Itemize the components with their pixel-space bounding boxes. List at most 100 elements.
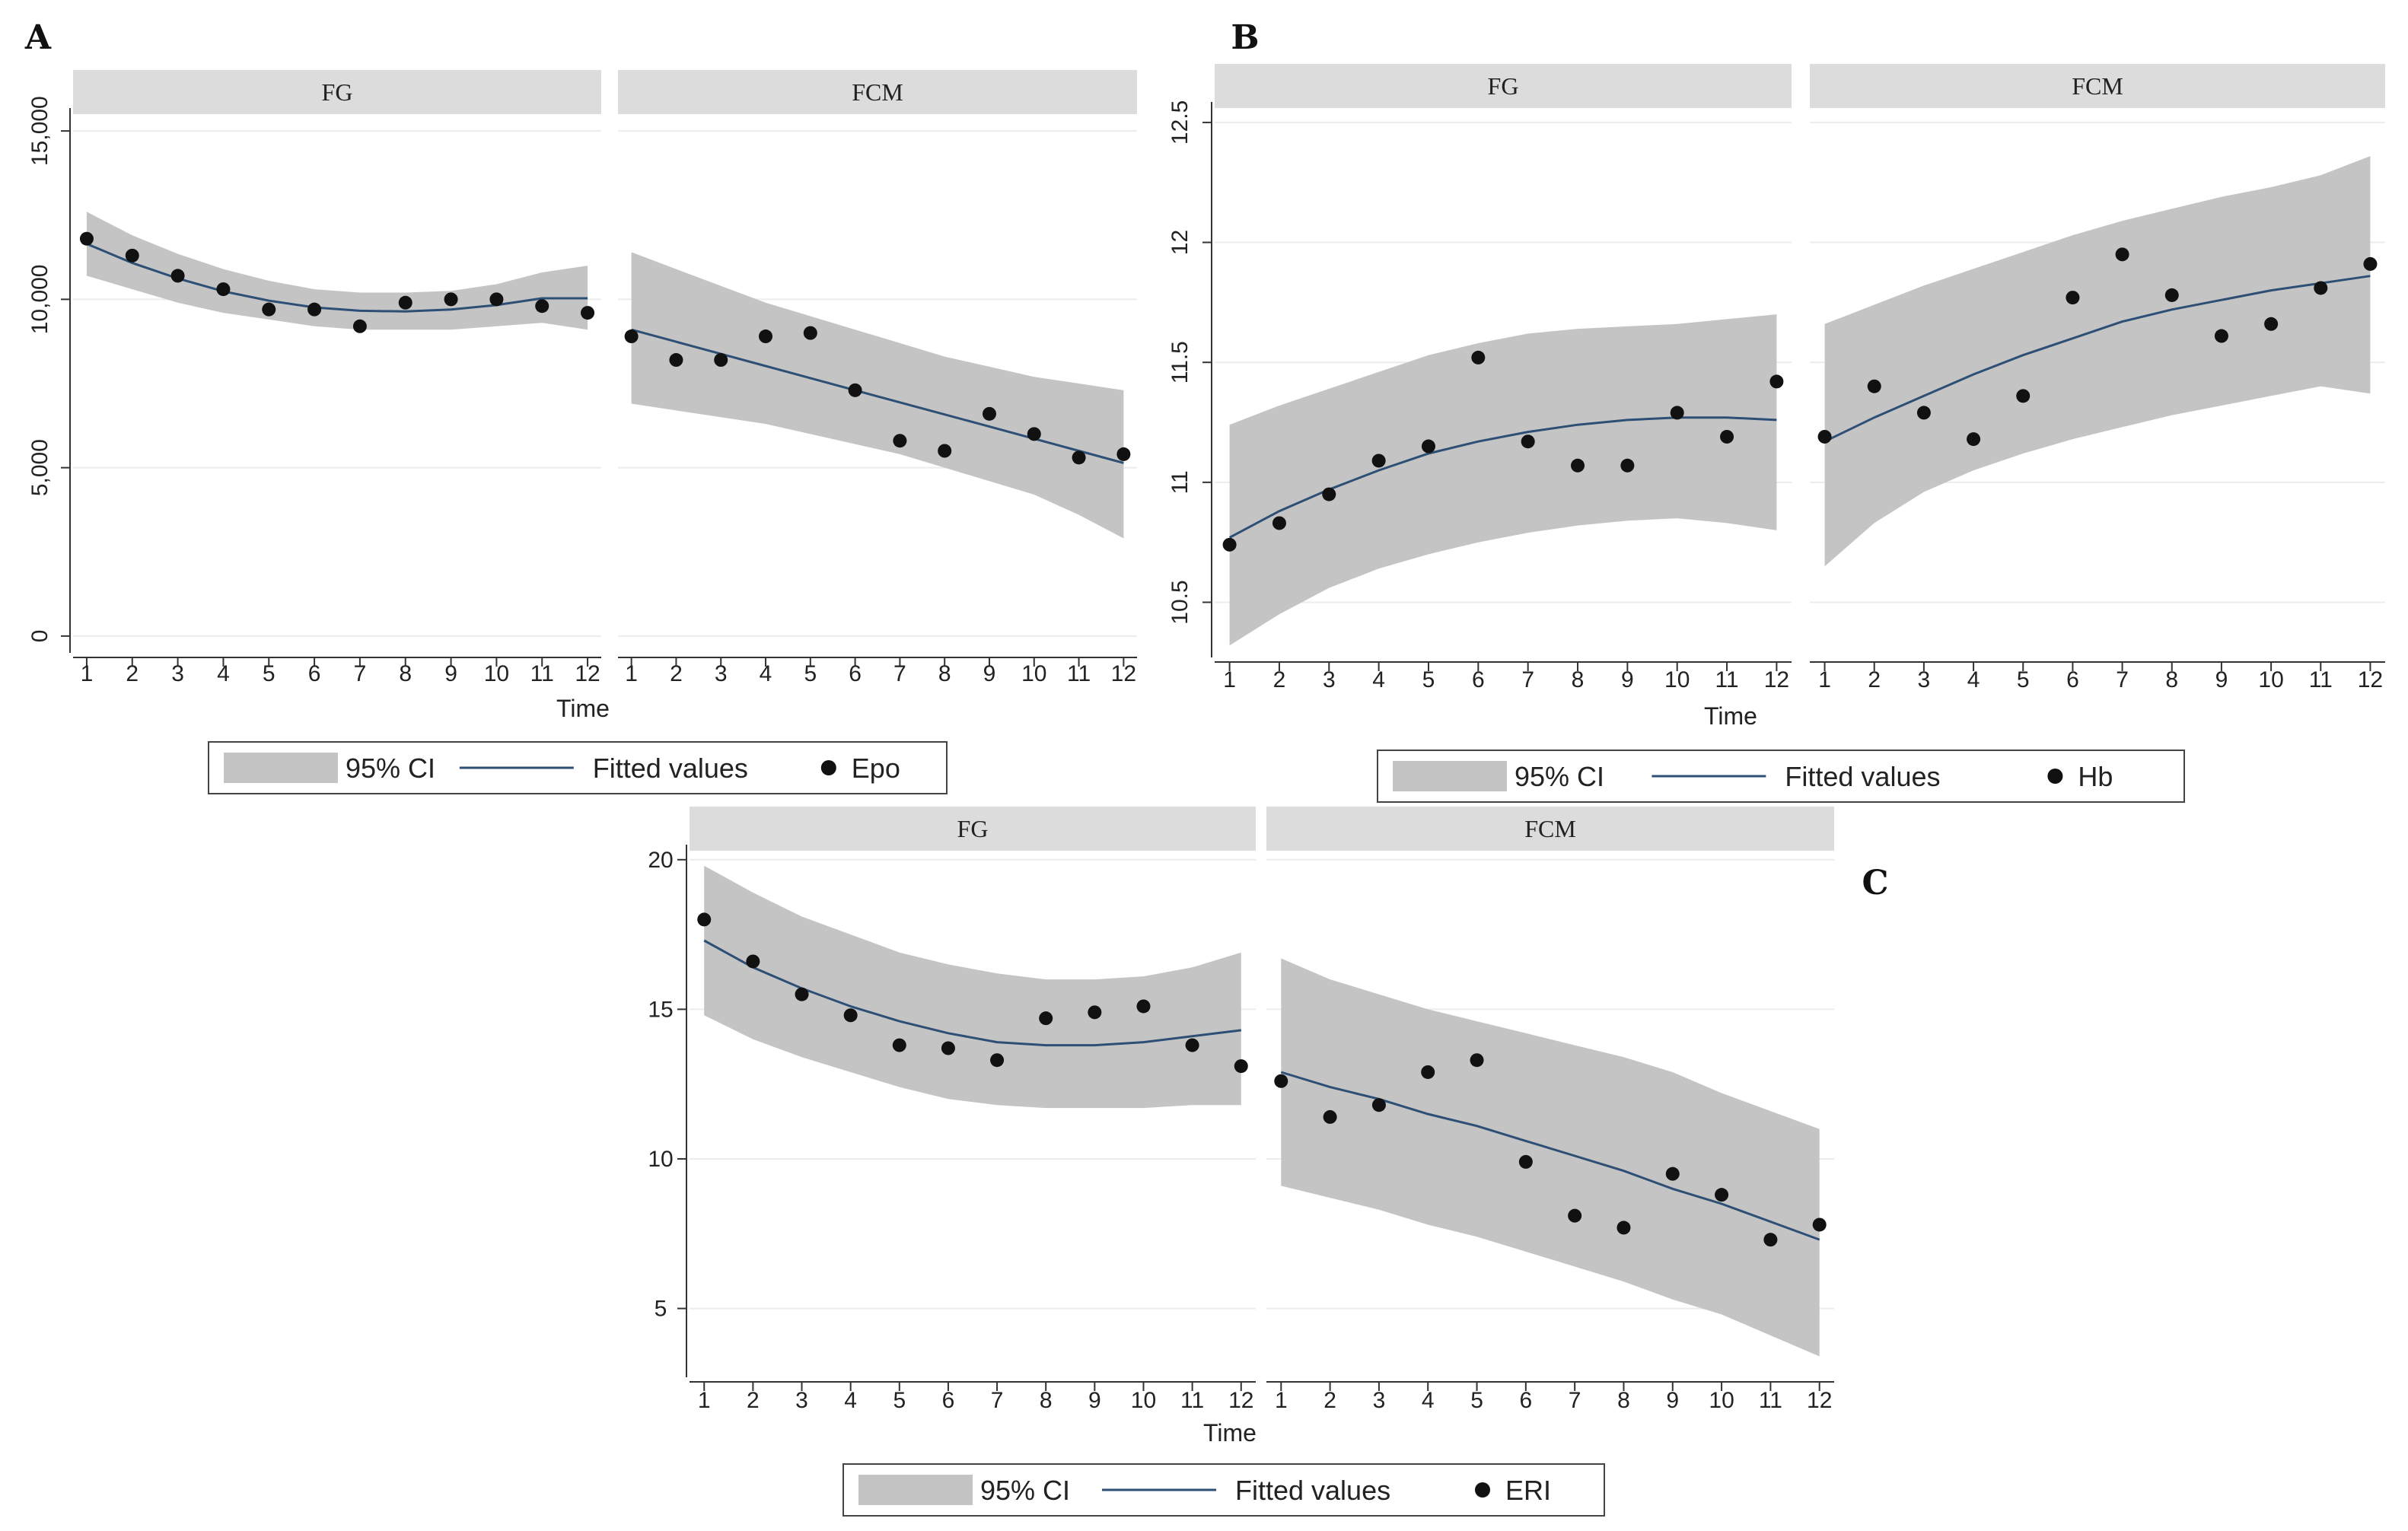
x-tick-label: 3 (715, 661, 728, 686)
data-point (2214, 329, 2228, 343)
x-tick-label: 1 (625, 661, 638, 686)
y-tick-label: 0 (27, 630, 53, 643)
data-point (2363, 256, 2378, 271)
x-tick-label: 11 (2309, 667, 2333, 692)
legend-point-swatch (2047, 769, 2063, 784)
data-point (1763, 1233, 1778, 1247)
data-point (1568, 1208, 1582, 1223)
data-point (1518, 1154, 1533, 1169)
legend-ci-label: 95% CI (1515, 761, 1604, 792)
x-tick-label: 9 (1666, 1388, 1679, 1413)
data-point (1470, 1053, 1484, 1068)
data-point (1571, 458, 1585, 473)
x-tick-label: 10 (2258, 667, 2283, 692)
x-tick-label: 3 (1373, 1388, 1386, 1413)
data-point (746, 954, 760, 969)
x-tick-label: 2 (1323, 1388, 1336, 1413)
panel-label: C (1862, 864, 1888, 902)
data-point (1616, 1221, 1631, 1235)
x-tick-label: 7 (1569, 1388, 1581, 1413)
facet-strip (1215, 64, 1792, 108)
x-tick-label: 3 (795, 1388, 808, 1413)
facet-strip (1810, 64, 2385, 108)
x-tick-label: 10 (1709, 1388, 1734, 1413)
data-point (1088, 1005, 1102, 1020)
legend-ci-label: 95% CI (980, 1475, 1070, 1506)
legend-ci-swatch (224, 753, 338, 783)
x-tick-label: 10 (1664, 667, 1690, 692)
data-point (1670, 406, 1684, 420)
x-tick-label: 4 (1372, 667, 1385, 692)
fitted-line (1228, 416, 1777, 539)
x-tick-label: 7 (1521, 667, 1534, 692)
x-tick-label: 3 (1323, 667, 1336, 692)
data-point (1471, 350, 1486, 364)
data-point (1715, 1188, 1729, 1202)
x-tick-label: 7 (991, 1388, 1004, 1413)
x-tick-label: 5 (804, 661, 817, 686)
legend: 95% CI Fitted values Hb (1377, 750, 2185, 803)
data-point (535, 299, 549, 314)
data-point (581, 306, 595, 320)
data-point (1039, 1011, 1053, 1026)
data-point (941, 1041, 955, 1055)
facet-strip-label: FCM (852, 78, 903, 106)
x-tick-label: 11 (1715, 667, 1738, 692)
data-point (1421, 439, 1435, 454)
x-tick-label: 8 (1040, 1388, 1053, 1413)
data-point (795, 987, 809, 1001)
x-tick-label: 1 (698, 1388, 711, 1413)
fitted-line (703, 939, 1241, 1047)
y-tick-label: 10 (648, 1147, 673, 1172)
data-point (1817, 429, 1832, 444)
x-tick-label: 4 (1422, 1388, 1435, 1413)
data-point (2066, 291, 2080, 305)
x-tick-label: 8 (2165, 667, 2178, 692)
facet-strip-label: FCM (1524, 815, 1576, 842)
x-axis-title: Time (1704, 702, 1757, 730)
facet-strip (618, 70, 1137, 114)
data-point (398, 295, 412, 310)
x-tick-label: 2 (1273, 667, 1286, 692)
x-tick-label: 6 (1520, 1388, 1533, 1413)
x-tick-label: 2 (747, 1388, 760, 1413)
x-tick-label: 1 (1818, 667, 1831, 692)
fitted-line (86, 243, 588, 313)
data-point (307, 302, 322, 317)
x-tick-label: 8 (399, 661, 412, 686)
y-tick-label: 12.5 (1167, 100, 1193, 145)
y-tick-label: 10.5 (1167, 580, 1193, 624)
x-axis-title: Time (1203, 1419, 1257, 1447)
legend-ci-swatch (858, 1475, 973, 1505)
legend-fitted-label: Fitted values (1235, 1475, 1390, 1506)
data-point (1272, 516, 1286, 530)
x-tick-label: 1 (1275, 1388, 1288, 1413)
data-point (1665, 1167, 1680, 1181)
data-point (1116, 447, 1131, 461)
x-tick-label: 9 (444, 661, 457, 686)
data-point (697, 912, 712, 927)
data-point (1274, 1074, 1288, 1088)
x-tick-label: 6 (308, 661, 321, 686)
x-tick-label: 5 (1422, 667, 1435, 692)
x-tick-label: 12 (1228, 1388, 1253, 1413)
x-tick-label: 3 (171, 661, 184, 686)
data-point (990, 1053, 1005, 1068)
x-tick-label: 7 (2116, 667, 2129, 692)
x-tick-label: 5 (1470, 1388, 1483, 1413)
x-tick-label: 10 (1021, 661, 1046, 686)
y-tick-label: 11 (1167, 470, 1193, 494)
data-point (892, 1038, 906, 1052)
x-tick-label: 5 (2017, 667, 2030, 692)
y-tick-label: 10,000 (27, 264, 53, 334)
x-tick-label: 11 (1067, 661, 1091, 686)
x-tick-label: 9 (1088, 1388, 1101, 1413)
x-tick-label: 1 (1223, 667, 1236, 692)
data-point (1323, 1109, 1337, 1124)
x-tick-label: 6 (849, 661, 862, 686)
